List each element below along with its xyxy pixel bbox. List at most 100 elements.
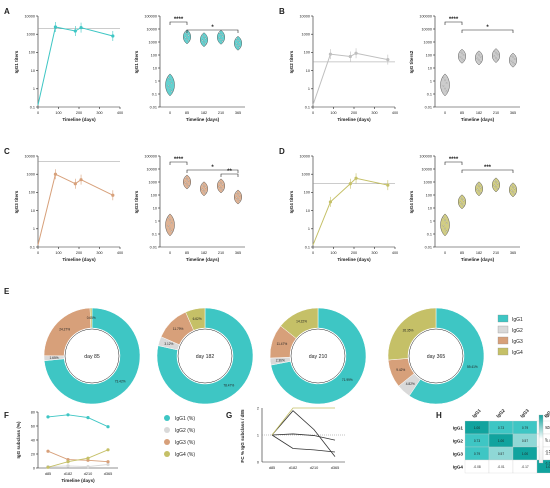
- violin-point: [221, 189, 224, 191]
- h-col-label: IgG1: [471, 408, 482, 419]
- violin-point: [169, 79, 171, 82]
- slice-label: 14.22%: [296, 320, 307, 324]
- violin-y-tick-label: 10000: [146, 167, 157, 171]
- violin-point: [186, 183, 188, 186]
- f-point: [106, 425, 110, 429]
- heatmap-value: -0.17: [545, 452, 550, 456]
- h-row-label: IgG3: [453, 452, 464, 457]
- donut-hole: [177, 328, 233, 384]
- h-col-label: IgG3: [519, 408, 530, 419]
- violin-y-tick-label: 0.01: [425, 105, 432, 109]
- violin-point: [187, 185, 190, 187]
- panel-label: F: [4, 411, 9, 420]
- donut-hole: [290, 328, 346, 384]
- violin-x-tick-label: 85: [185, 111, 189, 115]
- violin-y-tick-label: 10000: [421, 27, 432, 31]
- donut-slice: [270, 307, 367, 405]
- f-series-line: [47, 464, 109, 468]
- line-x-tick-label: 300: [96, 251, 102, 255]
- violin-point: [184, 36, 187, 39]
- violin-point: [187, 180, 190, 182]
- violin-point: [218, 37, 221, 39]
- violin-point: [221, 40, 224, 43]
- violin-point: [459, 201, 462, 204]
- violin-point: [187, 34, 190, 37]
- violin-point: [461, 198, 463, 200]
- significance-label: ***: [484, 165, 492, 171]
- violin-x-label: Timeline (days): [461, 117, 495, 122]
- violin-y-label: IgG4 titers: [409, 190, 414, 213]
- line-x-tick-label: 300: [371, 251, 377, 255]
- violin-point: [513, 58, 516, 60]
- f-point: [46, 465, 50, 469]
- violin-point: [167, 225, 170, 227]
- violin-point: [218, 180, 221, 182]
- f-y-tick-label: 60: [31, 424, 35, 428]
- donut-slice: [156, 307, 254, 405]
- line-y-tick-label: 1000: [27, 33, 35, 37]
- significance-bracket: [169, 161, 188, 165]
- g-series-line: [271, 434, 336, 453]
- line-x-tick-label: 100: [55, 251, 61, 255]
- line-y-label: IgG4 titers: [289, 190, 294, 213]
- g-series-line: [271, 410, 336, 457]
- violin-point: [459, 50, 462, 53]
- donut-slice: [89, 307, 93, 329]
- line-x-tick-label: 400: [117, 251, 123, 255]
- panel-label: G: [226, 411, 232, 420]
- violin-y-tick-label: 100000: [144, 154, 157, 158]
- violin-x-tick-label: 182: [201, 251, 207, 255]
- significance-bracket: [220, 173, 239, 177]
- legend-label: IgG1: [512, 317, 523, 323]
- f-series-line: [47, 449, 109, 468]
- violin-shape: [234, 36, 242, 51]
- titer-point: [348, 54, 352, 59]
- line-y-tick-label: 0.1: [30, 245, 35, 249]
- line-x-tick-label: 100: [330, 251, 336, 255]
- color-scale-tick: 1.0: [545, 413, 550, 417]
- slice-label: 9.42%: [396, 368, 405, 372]
- significance-label: ****: [174, 157, 184, 163]
- heatmap-value: -0.08: [545, 426, 550, 430]
- violin-point: [235, 196, 238, 199]
- g-y-tick-label: 0: [257, 460, 259, 464]
- violin-y-tick-label: 1000: [424, 40, 432, 44]
- panel-label: D: [279, 147, 285, 156]
- line-y-tick-label: 1: [308, 227, 310, 231]
- violin-y-tick-label: 1: [430, 219, 432, 223]
- f-point: [86, 465, 90, 469]
- line-x-tick-label: 0: [37, 111, 39, 115]
- violin-point: [204, 37, 207, 40]
- legend-label: IgG3: [512, 339, 523, 345]
- line-y-tick-label: 100: [304, 191, 310, 195]
- violin-point: [187, 40, 190, 42]
- violin-point: [238, 46, 241, 49]
- significance-bracket: [461, 29, 514, 33]
- violin-point: [462, 59, 465, 62]
- titer-point: [53, 172, 58, 176]
- violin-shape: [475, 50, 483, 66]
- line-x-tick-label: 0: [312, 111, 314, 115]
- violin-point: [445, 90, 448, 93]
- heatmap-cell: [536, 459, 550, 474]
- violin-point: [479, 186, 482, 189]
- titer-point: [354, 176, 358, 180]
- violin-point: [479, 56, 482, 58]
- f-legend-marker: [164, 439, 170, 445]
- violin-point: [459, 56, 462, 58]
- g-y-tick-label: 2: [257, 406, 259, 410]
- titer-point: [348, 182, 352, 186]
- violin-point: [510, 60, 513, 62]
- violin-x-tick-label: 365: [510, 251, 516, 255]
- violin-point: [462, 205, 465, 207]
- violin-point: [237, 193, 239, 195]
- slice-label: 11.47%: [277, 342, 288, 346]
- violin-y-tick-label: 100: [426, 53, 432, 57]
- violin-x-tick-label: 0: [444, 111, 446, 115]
- violin-point: [478, 190, 480, 192]
- f-point: [86, 456, 90, 460]
- violin-point: [204, 43, 207, 45]
- violin-y-tick-label: 100: [151, 53, 157, 57]
- donut-center-label: day 85: [84, 354, 100, 360]
